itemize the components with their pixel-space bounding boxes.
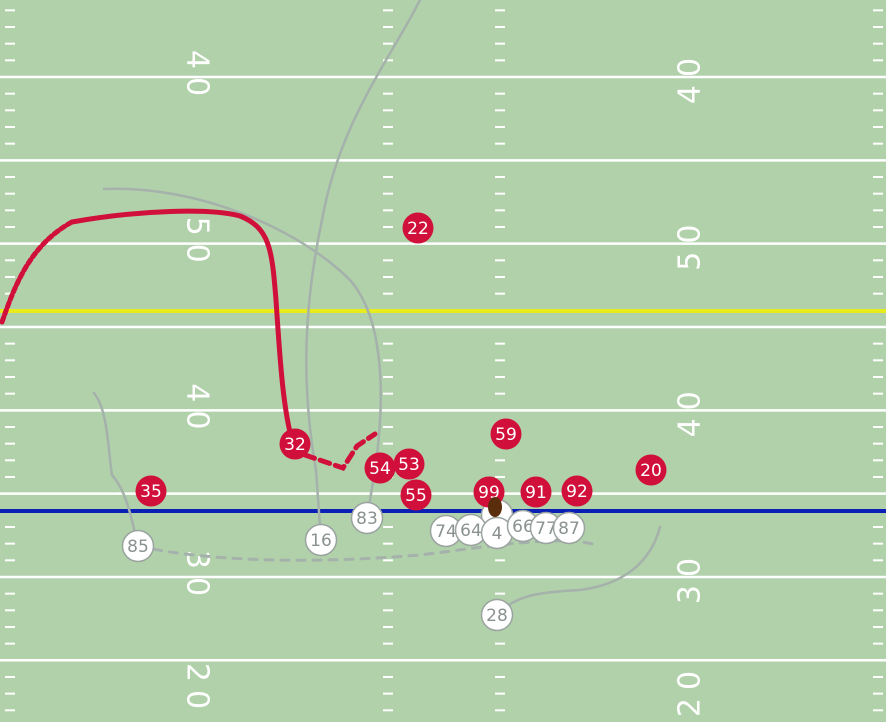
player-number: 54 — [369, 459, 391, 479]
yard-number-left: 30 — [180, 550, 215, 604]
player-number: 4 — [492, 524, 503, 544]
player-marker — [552, 511, 586, 545]
yard-number-right: 50 — [673, 217, 708, 271]
defense-player[interactable]: 22 — [402, 212, 434, 244]
offense-player[interactable]: 64 — [454, 513, 488, 547]
player-number: 35 — [140, 482, 162, 502]
player-number: 16 — [310, 531, 332, 551]
route-16 — [305, 0, 422, 542]
route-28 — [495, 525, 662, 617]
player-marker — [350, 501, 384, 535]
offense-player[interactable]: 87 — [552, 511, 586, 545]
defense-player[interactable]: 35 — [135, 475, 167, 507]
yard-number-left: 40 — [180, 383, 215, 437]
player-number: 28 — [486, 606, 508, 626]
offense-player[interactable]: 83 — [350, 501, 384, 535]
defense-player[interactable]: 20 — [635, 454, 667, 486]
offense-player[interactable]: 66 — [506, 509, 540, 543]
player-marker — [135, 475, 167, 507]
defense-player[interactable]: 92 — [561, 475, 593, 507]
route-85-motion — [136, 539, 599, 562]
route-83 — [102, 187, 382, 520]
defense-player[interactable]: 55 — [400, 479, 432, 511]
player-marker — [364, 452, 396, 484]
player-number: 59 — [495, 425, 517, 445]
route-32-dashed — [0, 219, 75, 325]
player-marker — [402, 212, 434, 244]
player-marker — [480, 598, 514, 632]
player-number: 83 — [356, 509, 378, 529]
yard-lines — [0, 75, 886, 662]
offense-player[interactable]: 28 — [480, 598, 514, 632]
yard-number-left: 50 — [180, 217, 215, 271]
route-32-dashed-end — [302, 431, 378, 472]
player-number: 85 — [127, 537, 149, 557]
player-number: 92 — [566, 482, 588, 502]
yard-numbers: 40 40 50 50 40 40 30 30 20 20 — [180, 50, 708, 717]
player-number: 77 — [535, 519, 557, 539]
player-number: 20 — [640, 461, 662, 481]
player-marker — [400, 479, 432, 511]
player-marker — [279, 428, 311, 460]
yard-number-right: 40 — [673, 50, 708, 104]
player-marker — [561, 475, 593, 507]
player-number: 74 — [435, 522, 457, 542]
player-number: 32 — [284, 435, 306, 455]
player-number: 64 — [460, 521, 482, 541]
player-number: 53 — [398, 455, 420, 475]
yard-number-right: 20 — [673, 663, 708, 717]
player-marker — [490, 418, 522, 450]
offense-player[interactable]: 16 — [304, 523, 338, 557]
player-number: 66 — [512, 517, 534, 537]
yard-number-left: 40 — [180, 50, 215, 104]
defense-player[interactable]: 91 — [520, 476, 552, 508]
hash-marks — [5, 9, 883, 712]
player-marker — [121, 529, 155, 563]
defense-player[interactable]: 53 — [393, 448, 425, 480]
route-85 — [92, 391, 140, 548]
yard-number-right: 30 — [673, 550, 708, 604]
player-marker — [304, 523, 338, 557]
offense-player[interactable]: 74 — [429, 514, 463, 548]
player-marker — [520, 476, 552, 508]
defense-player[interactable]: 59 — [490, 418, 522, 450]
defense-player[interactable]: 54 — [364, 452, 396, 484]
football-icon — [488, 497, 502, 517]
player-number: 91 — [525, 483, 547, 503]
defense-player[interactable]: 32 — [279, 428, 311, 460]
player-marker — [635, 454, 667, 486]
player-number: 55 — [405, 486, 427, 506]
player-marker — [393, 448, 425, 480]
yard-number-left: 20 — [180, 663, 215, 717]
routes — [0, 0, 662, 617]
offense-player[interactable]: 85 — [121, 529, 155, 563]
player-number: 87 — [558, 519, 580, 539]
route-32 — [69, 208, 296, 447]
player-number: 22 — [407, 219, 429, 239]
yard-number-right: 40 — [673, 383, 708, 437]
